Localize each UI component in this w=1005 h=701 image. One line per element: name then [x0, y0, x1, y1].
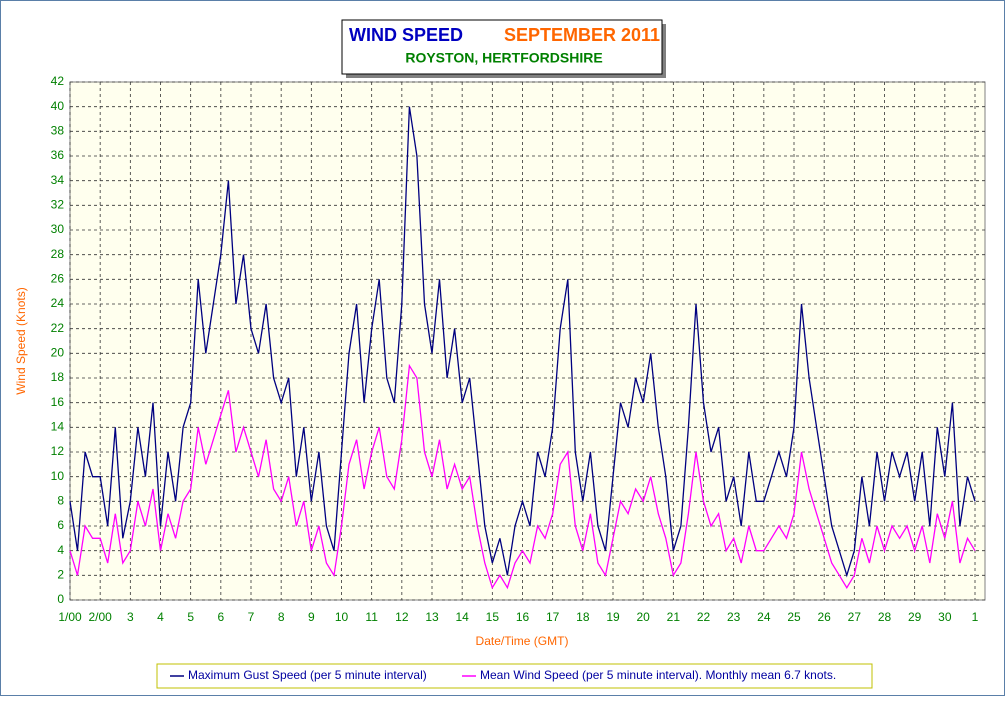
series-line: [69, 106, 976, 578]
legend-label: Mean Wind Speed (per 5 minute interval).…: [480, 668, 836, 682]
legend-label: Maximum Gust Speed (per 5 minute interva…: [188, 668, 427, 682]
x-tick-label: 7: [248, 610, 255, 624]
y-tick-label: 8: [57, 494, 64, 508]
legend-box: [156, 663, 873, 689]
x-tick-label: 13: [425, 610, 439, 624]
y-tick-label: 40: [51, 99, 65, 113]
y-tick-label: 4: [57, 543, 64, 557]
x-tick-label: 19: [606, 610, 620, 624]
x-tick-label: 14: [455, 610, 469, 624]
y-tick-label: 24: [51, 296, 65, 310]
x-tick-label: 3: [127, 610, 134, 624]
chart-subtitle: ROYSTON, HERTFORDSHIRE: [405, 50, 602, 66]
series-line: [69, 363, 976, 590]
x-tick-label: 15: [486, 610, 500, 624]
y-axis-label: Wind Speed (Knots): [14, 287, 28, 394]
x-tick-label: 20: [636, 610, 650, 624]
x-tick-label: 29: [908, 610, 922, 624]
x-tick-label: 8: [278, 610, 285, 624]
x-tick-label: 1: [972, 610, 979, 624]
y-tick-label: 42: [51, 74, 65, 88]
x-tick-label: 16: [516, 610, 530, 624]
x-tick-label: 5: [187, 610, 194, 624]
title-box: [341, 19, 663, 75]
y-tick-label: 20: [51, 346, 65, 360]
y-tick-label: 6: [57, 518, 64, 532]
x-tick-label: 12: [395, 610, 409, 624]
x-tick-label: 17: [546, 610, 560, 624]
x-tick-label: 23: [727, 610, 741, 624]
x-tick-label: 11: [365, 610, 378, 624]
y-tick-label: 36: [51, 148, 65, 162]
x-axis-label: Date/Time (GMT): [476, 634, 569, 648]
x-tick-label: 9: [308, 610, 315, 624]
x-tick-label: 18: [576, 610, 590, 624]
x-tick-label: 27: [848, 610, 862, 624]
x-tick-label: 28: [878, 610, 892, 624]
y-tick-label: 22: [51, 321, 65, 335]
x-tick-label: 1/00: [58, 610, 82, 624]
y-tick-label: 38: [51, 124, 65, 138]
chart-title-date: SEPTEMBER 2011: [504, 25, 660, 45]
y-tick-label: 30: [51, 222, 65, 236]
x-tick-label: 21: [667, 610, 681, 624]
y-tick-label: 0: [57, 592, 64, 606]
y-tick-label: 16: [51, 395, 65, 409]
x-tick-label: 4: [157, 610, 164, 624]
y-tick-label: 10: [51, 469, 65, 483]
y-tick-label: 12: [51, 444, 65, 458]
x-tick-label: 2/00: [88, 610, 112, 624]
x-tick-label: 26: [817, 610, 831, 624]
y-tick-label: 14: [51, 420, 65, 434]
y-tick-label: 32: [51, 198, 65, 212]
chart-title: WIND SPEED: [349, 25, 463, 45]
x-tick-label: 25: [787, 610, 801, 624]
x-tick-label: 22: [697, 610, 711, 624]
x-tick-label: 30: [938, 610, 952, 624]
plot-area: [69, 81, 986, 601]
x-tick-label: 6: [217, 610, 224, 624]
y-tick-label: 28: [51, 247, 65, 261]
y-tick-label: 26: [51, 272, 65, 286]
y-tick-label: 2: [57, 568, 64, 582]
x-tick-label: 24: [757, 610, 771, 624]
y-tick-label: 34: [51, 173, 65, 187]
x-tick-label: 10: [335, 610, 349, 624]
y-tick-label: 18: [51, 370, 65, 384]
